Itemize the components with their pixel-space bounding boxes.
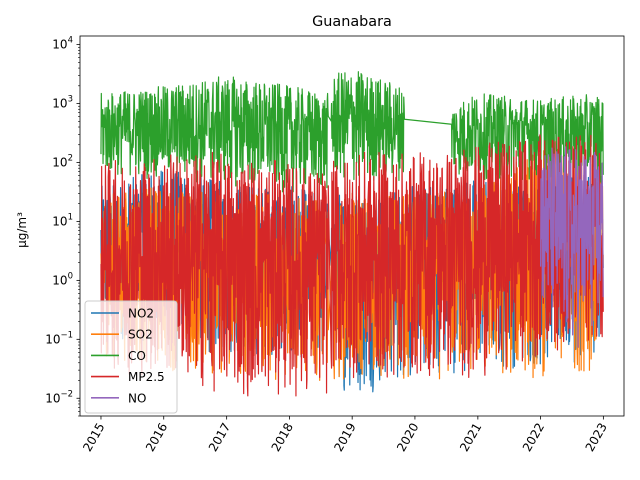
series-line-mp25 xyxy=(100,134,604,397)
legend-box xyxy=(84,300,178,414)
legend-label: CO xyxy=(128,349,146,363)
legend-label: NO xyxy=(128,391,146,405)
legend: NO2 SO2 CO MP2.5 NO xyxy=(84,300,178,414)
chart-title: Guanabara xyxy=(312,14,392,30)
legend-label: SO2 xyxy=(128,328,153,342)
series-line-co xyxy=(100,71,604,193)
y-axis-label: µg/m³ xyxy=(15,212,29,248)
legend-label: NO2 xyxy=(128,307,154,321)
series-line-no xyxy=(540,146,604,348)
legend-label: MP2.5 xyxy=(128,370,165,384)
plot-area xyxy=(100,71,604,397)
